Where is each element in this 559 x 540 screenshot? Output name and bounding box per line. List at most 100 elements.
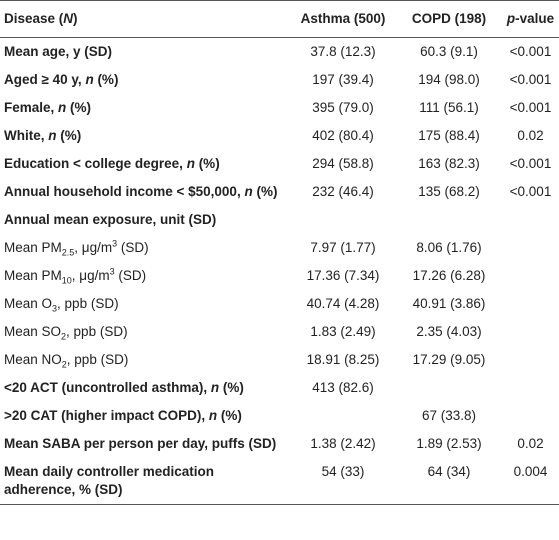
row: Mean SABA per person per day, puffs (SD)… xyxy=(0,430,559,458)
cell: 413 (82.6) xyxy=(312,380,374,395)
cell xyxy=(396,374,502,402)
label-text: 3 xyxy=(109,266,115,277)
cell: 17.26 (6.28) xyxy=(412,268,486,283)
label-text: , μg/m xyxy=(71,268,110,283)
label-text: (%) xyxy=(252,184,278,199)
row-label: Annual household income < $50,000, n (%) xyxy=(0,178,290,206)
label-text: Mean O xyxy=(4,296,53,311)
cell xyxy=(502,262,559,290)
label-text: Female, xyxy=(4,100,59,115)
row: Mean daily controller medication adheren… xyxy=(0,458,559,505)
row-label: Education < college degree, n (%) xyxy=(0,150,290,178)
cell: 402 (80.4) xyxy=(312,128,374,143)
cell: 111 (56.1) xyxy=(419,100,479,115)
cell: <0.001 xyxy=(509,44,552,59)
label-text: , μg/m xyxy=(74,240,113,255)
header-text: -value xyxy=(515,11,555,26)
cell: 0.004 xyxy=(502,458,559,505)
row-label: Mean SO2, ppb (SD) xyxy=(0,318,290,346)
cell: 67 (33.8) xyxy=(421,408,477,423)
label-text: n xyxy=(210,380,220,395)
header-text: Disease ( xyxy=(4,11,64,26)
label-text: Mean SABA per person per day, puffs (SD) xyxy=(4,436,277,451)
header-text: N xyxy=(63,11,74,26)
row-label: Female, n (%) xyxy=(0,94,290,122)
cell: 60.3 (9.1) xyxy=(420,44,478,59)
cell: 54 (33) xyxy=(290,458,396,505)
label-text: n xyxy=(58,100,67,115)
cell: 135 (68.2) xyxy=(418,184,480,199)
label-text: White, xyxy=(4,128,49,143)
label-text: Aged ≥ 40 y, xyxy=(4,72,86,87)
label-text: Annual mean exposure, unit (SD) xyxy=(4,212,217,227)
row: Education < college degree, n (%) 294 (58… xyxy=(0,150,559,178)
table-header: Disease (N) Asthma (500) COPD (198) p-va… xyxy=(0,0,559,38)
label-text: Mean NO xyxy=(4,352,62,367)
label-text: 10 xyxy=(61,275,72,286)
label-text: Mean SO xyxy=(4,324,62,339)
cell: 18.91 (8.25) xyxy=(306,352,380,367)
row: Mean PM10, μg/m3 (SD) 17.36 (7.34) 17.26 (… xyxy=(0,262,559,290)
cell: 1.89 (2.53) xyxy=(416,436,482,451)
row-label: Mean age, y (SD) xyxy=(0,38,290,67)
row: Mean SO2, ppb (SD) 1.83 (2.49) 2.35 (4.03) xyxy=(0,318,559,346)
row: Mean PM2.5, μg/m3 (SD) 7.97 (1.77) 8.06 (1… xyxy=(0,234,559,262)
cell: 64 (34) xyxy=(396,458,502,505)
row: White, n (%) 402 (80.4) 175 (88.4) 0.02 xyxy=(0,122,559,150)
label-text: , ppb (SD) xyxy=(57,296,119,311)
cell xyxy=(502,290,559,318)
row-label: Mean NO2, ppb (SD) xyxy=(0,346,290,374)
cell: 2.35 (4.03) xyxy=(416,324,482,339)
cell: 197 (39.4) xyxy=(312,72,374,87)
row: Mean O3, ppb (SD) 40.74 (4.28) 40.91 (3.86… xyxy=(0,290,559,318)
cell xyxy=(502,234,559,262)
row-label: Mean PM10, μg/m3 (SD) xyxy=(0,262,290,290)
cell: 395 (79.0) xyxy=(312,100,374,115)
label-text: (SD) xyxy=(117,240,149,255)
label-text: (SD) xyxy=(114,268,147,283)
row: Mean NO2, ppb (SD) 18.91 (8.25) 17.29 (9.0… xyxy=(0,346,559,374)
cell xyxy=(502,374,559,402)
row-label: Mean daily controller medication adheren… xyxy=(0,458,290,505)
label-text: >20 CAT (higher impact COPD), xyxy=(4,408,209,423)
label-text: Annual household income < $50,000, xyxy=(4,184,245,199)
cell: <0.001 xyxy=(509,72,552,87)
row-label: <20 ACT (uncontrolled asthma), n (%) xyxy=(0,374,290,402)
label-text: 3 xyxy=(112,238,118,249)
cell xyxy=(502,346,559,374)
label-text: Mean PM xyxy=(4,268,62,283)
cell: 17.36 (7.34) xyxy=(306,268,380,283)
row-label: Annual mean exposure, unit (SD) xyxy=(0,206,559,234)
cell: <0.001 xyxy=(509,184,552,199)
row: Annual household income < $50,000, n (%)… xyxy=(0,178,559,206)
label-text: n xyxy=(186,156,195,171)
label-text: (%) xyxy=(194,156,220,171)
label-text: Mean PM xyxy=(4,240,62,255)
table-body: Mean age, y (SD) 37.8 (12.3) 60.3 (9.1) <0.… xyxy=(0,38,559,505)
label-text: (%) xyxy=(93,72,119,87)
cell: 17.29 (9.05) xyxy=(412,352,486,367)
label-text: Education < college degree, xyxy=(4,156,187,171)
header-cell: Disease (N) xyxy=(0,0,290,38)
row-label: White, n (%) xyxy=(0,122,290,150)
row-label: Mean SABA per person per day, puffs (SD) xyxy=(0,430,290,458)
row: Annual mean exposure, unit (SD) xyxy=(0,206,559,234)
cell: 175 (88.4) xyxy=(418,128,480,143)
label-text: 2.5 xyxy=(61,247,75,258)
label-text: , ppb (SD) xyxy=(66,352,129,367)
cell: 40.91 (3.86) xyxy=(412,296,486,311)
cell: 232 (46.4) xyxy=(312,184,374,199)
cell: 194 (98.0) xyxy=(418,72,480,87)
label-text: (%) xyxy=(217,408,242,423)
label-text: n xyxy=(244,184,253,199)
cell: 7.97 (1.77) xyxy=(310,240,376,255)
label-text: (%) xyxy=(219,380,244,395)
cell xyxy=(290,402,396,430)
header-cell: COPD (198) xyxy=(396,0,502,38)
label-text: (%) xyxy=(66,100,92,115)
row-label: Mean O3, ppb (SD) xyxy=(0,290,290,318)
row-label: >20 CAT (higher impact COPD), n (%) xyxy=(0,402,290,430)
label-text: 2 xyxy=(61,359,67,370)
cell: 294 (58.8) xyxy=(312,156,374,171)
